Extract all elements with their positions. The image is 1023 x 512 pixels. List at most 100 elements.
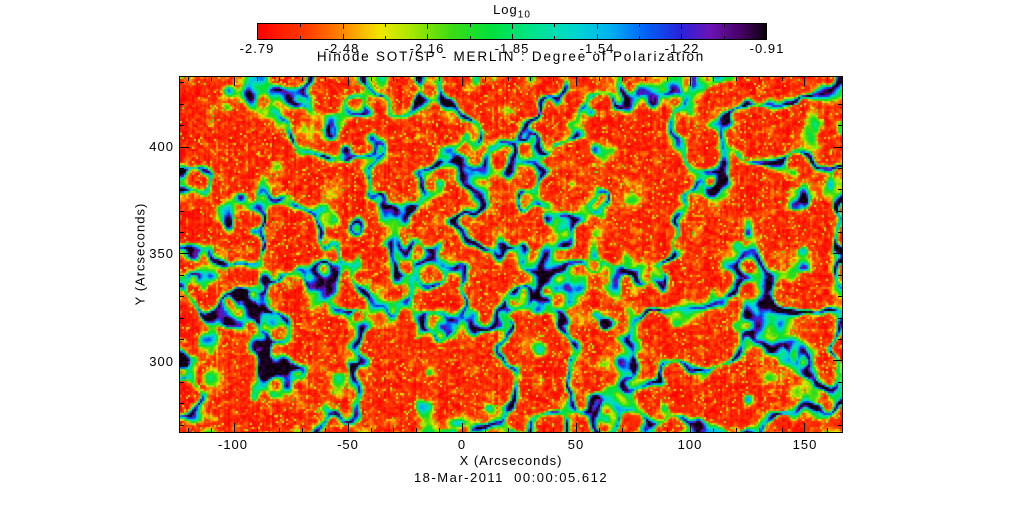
axis-tick — [347, 423, 349, 432]
axis-tick — [838, 125, 842, 127]
axis-tick — [439, 428, 441, 432]
axis-tick — [621, 77, 623, 81]
x-tick-label-150: 150 — [792, 437, 818, 452]
axis-tick — [507, 77, 509, 81]
axis-tick — [644, 428, 646, 432]
colorbar-tick-label: -1.22 — [664, 41, 700, 56]
x-tick-label-50: 50 — [567, 437, 585, 452]
axis-tick — [838, 103, 842, 105]
axis-tick — [180, 274, 184, 276]
y-tick-label-300: 300 — [149, 354, 174, 369]
axis-tick — [838, 167, 842, 169]
colorbar-tick — [512, 34, 513, 39]
axis-tick — [833, 253, 842, 255]
colorbar-tick-label: -1.85 — [494, 41, 530, 56]
y-tick-label-400: 400 — [149, 139, 174, 154]
heatmap-canvas — [180, 77, 842, 432]
axis-tick — [838, 424, 842, 426]
axis-tick — [553, 77, 555, 81]
axis-tick — [210, 77, 212, 81]
axis-tick — [416, 428, 418, 432]
colorbar-tick — [639, 36, 640, 39]
axis-tick — [180, 103, 184, 105]
axis-tick — [180, 296, 184, 298]
colorbar-tick — [342, 34, 344, 39]
colorbar-tick — [385, 24, 386, 27]
x-axis-label: X (Arcseconds) — [459, 453, 563, 468]
colorbar-tick — [469, 24, 471, 27]
axis-tick — [758, 428, 760, 432]
plot-title: Hinode SOT/SP - MERLIN : Degree of Polar… — [316, 49, 706, 64]
axis-tick — [416, 77, 418, 81]
colorbar-title: Log10 — [462, 2, 562, 21]
colorbar-tick — [427, 24, 429, 29]
axis-tick — [690, 77, 692, 86]
axis-tick — [735, 428, 737, 432]
axis-tick — [667, 77, 669, 81]
axis-tick — [279, 428, 281, 432]
axis-tick — [827, 77, 829, 81]
axis-tick — [180, 210, 184, 212]
colorbar-tick — [512, 24, 513, 29]
axis-tick — [838, 381, 842, 383]
axis-tick — [256, 428, 258, 432]
axis-tick — [233, 423, 235, 432]
axis-tick — [484, 428, 486, 432]
colorbar-tick — [342, 24, 344, 29]
axis-tick — [180, 360, 189, 362]
axis-tick — [180, 403, 184, 405]
axis-tick — [838, 189, 842, 191]
colorbar-tick — [300, 24, 302, 27]
colorbar-tick — [681, 24, 683, 29]
colorbar-tick-label: -2.48 — [324, 41, 360, 56]
axis-tick — [180, 146, 189, 148]
axis-tick — [804, 423, 806, 432]
timestamp: 18-Mar-2011 00:00:05.612 — [413, 470, 609, 485]
axis-tick — [210, 428, 212, 432]
axis-tick — [302, 77, 304, 81]
axis-tick — [188, 428, 189, 432]
colorbar-tick-label: -2.16 — [409, 41, 445, 56]
axis-tick — [180, 381, 184, 383]
axis-tick — [370, 77, 372, 81]
axis-tick — [833, 146, 842, 148]
axis-tick — [713, 428, 714, 432]
axis-tick — [735, 77, 737, 81]
colorbar-tick-label: -2.79 — [239, 41, 275, 56]
axis-tick — [713, 77, 714, 81]
axis-tick — [180, 82, 184, 84]
axis-tick — [553, 428, 555, 432]
colorbar-tick — [723, 24, 725, 27]
x-tick-label-n100: -100 — [217, 437, 249, 452]
axis-tick — [370, 428, 372, 432]
colorbar-title-sub: 10 — [517, 9, 531, 21]
colorbar-tick — [554, 36, 556, 39]
axis-tick — [180, 232, 184, 233]
colorbar-tick — [596, 34, 598, 39]
axis-tick — [180, 253, 189, 255]
axis-tick — [690, 423, 692, 432]
axis-tick — [180, 189, 184, 191]
x-tick-label-100: 100 — [677, 437, 703, 452]
axis-tick — [180, 317, 184, 319]
axis-tick — [621, 428, 623, 432]
axis-tick — [279, 77, 281, 81]
axis-tick — [180, 339, 184, 340]
axis-tick — [302, 428, 304, 432]
colorbar-tick — [427, 34, 429, 39]
axis-tick — [484, 77, 486, 81]
axis-tick — [833, 360, 842, 362]
axis-tick — [325, 77, 326, 81]
axis-tick — [804, 77, 806, 86]
axis-tick — [598, 428, 600, 432]
colorbar-tick — [554, 24, 556, 27]
axis-tick — [667, 428, 669, 432]
colorbar-tick-label: -1.54 — [579, 41, 615, 56]
axis-tick — [827, 428, 829, 432]
axis-tick — [180, 125, 184, 127]
axis-tick — [838, 82, 842, 84]
axis-tick — [393, 428, 395, 432]
colorbar — [257, 23, 767, 40]
axis-tick — [461, 423, 463, 432]
